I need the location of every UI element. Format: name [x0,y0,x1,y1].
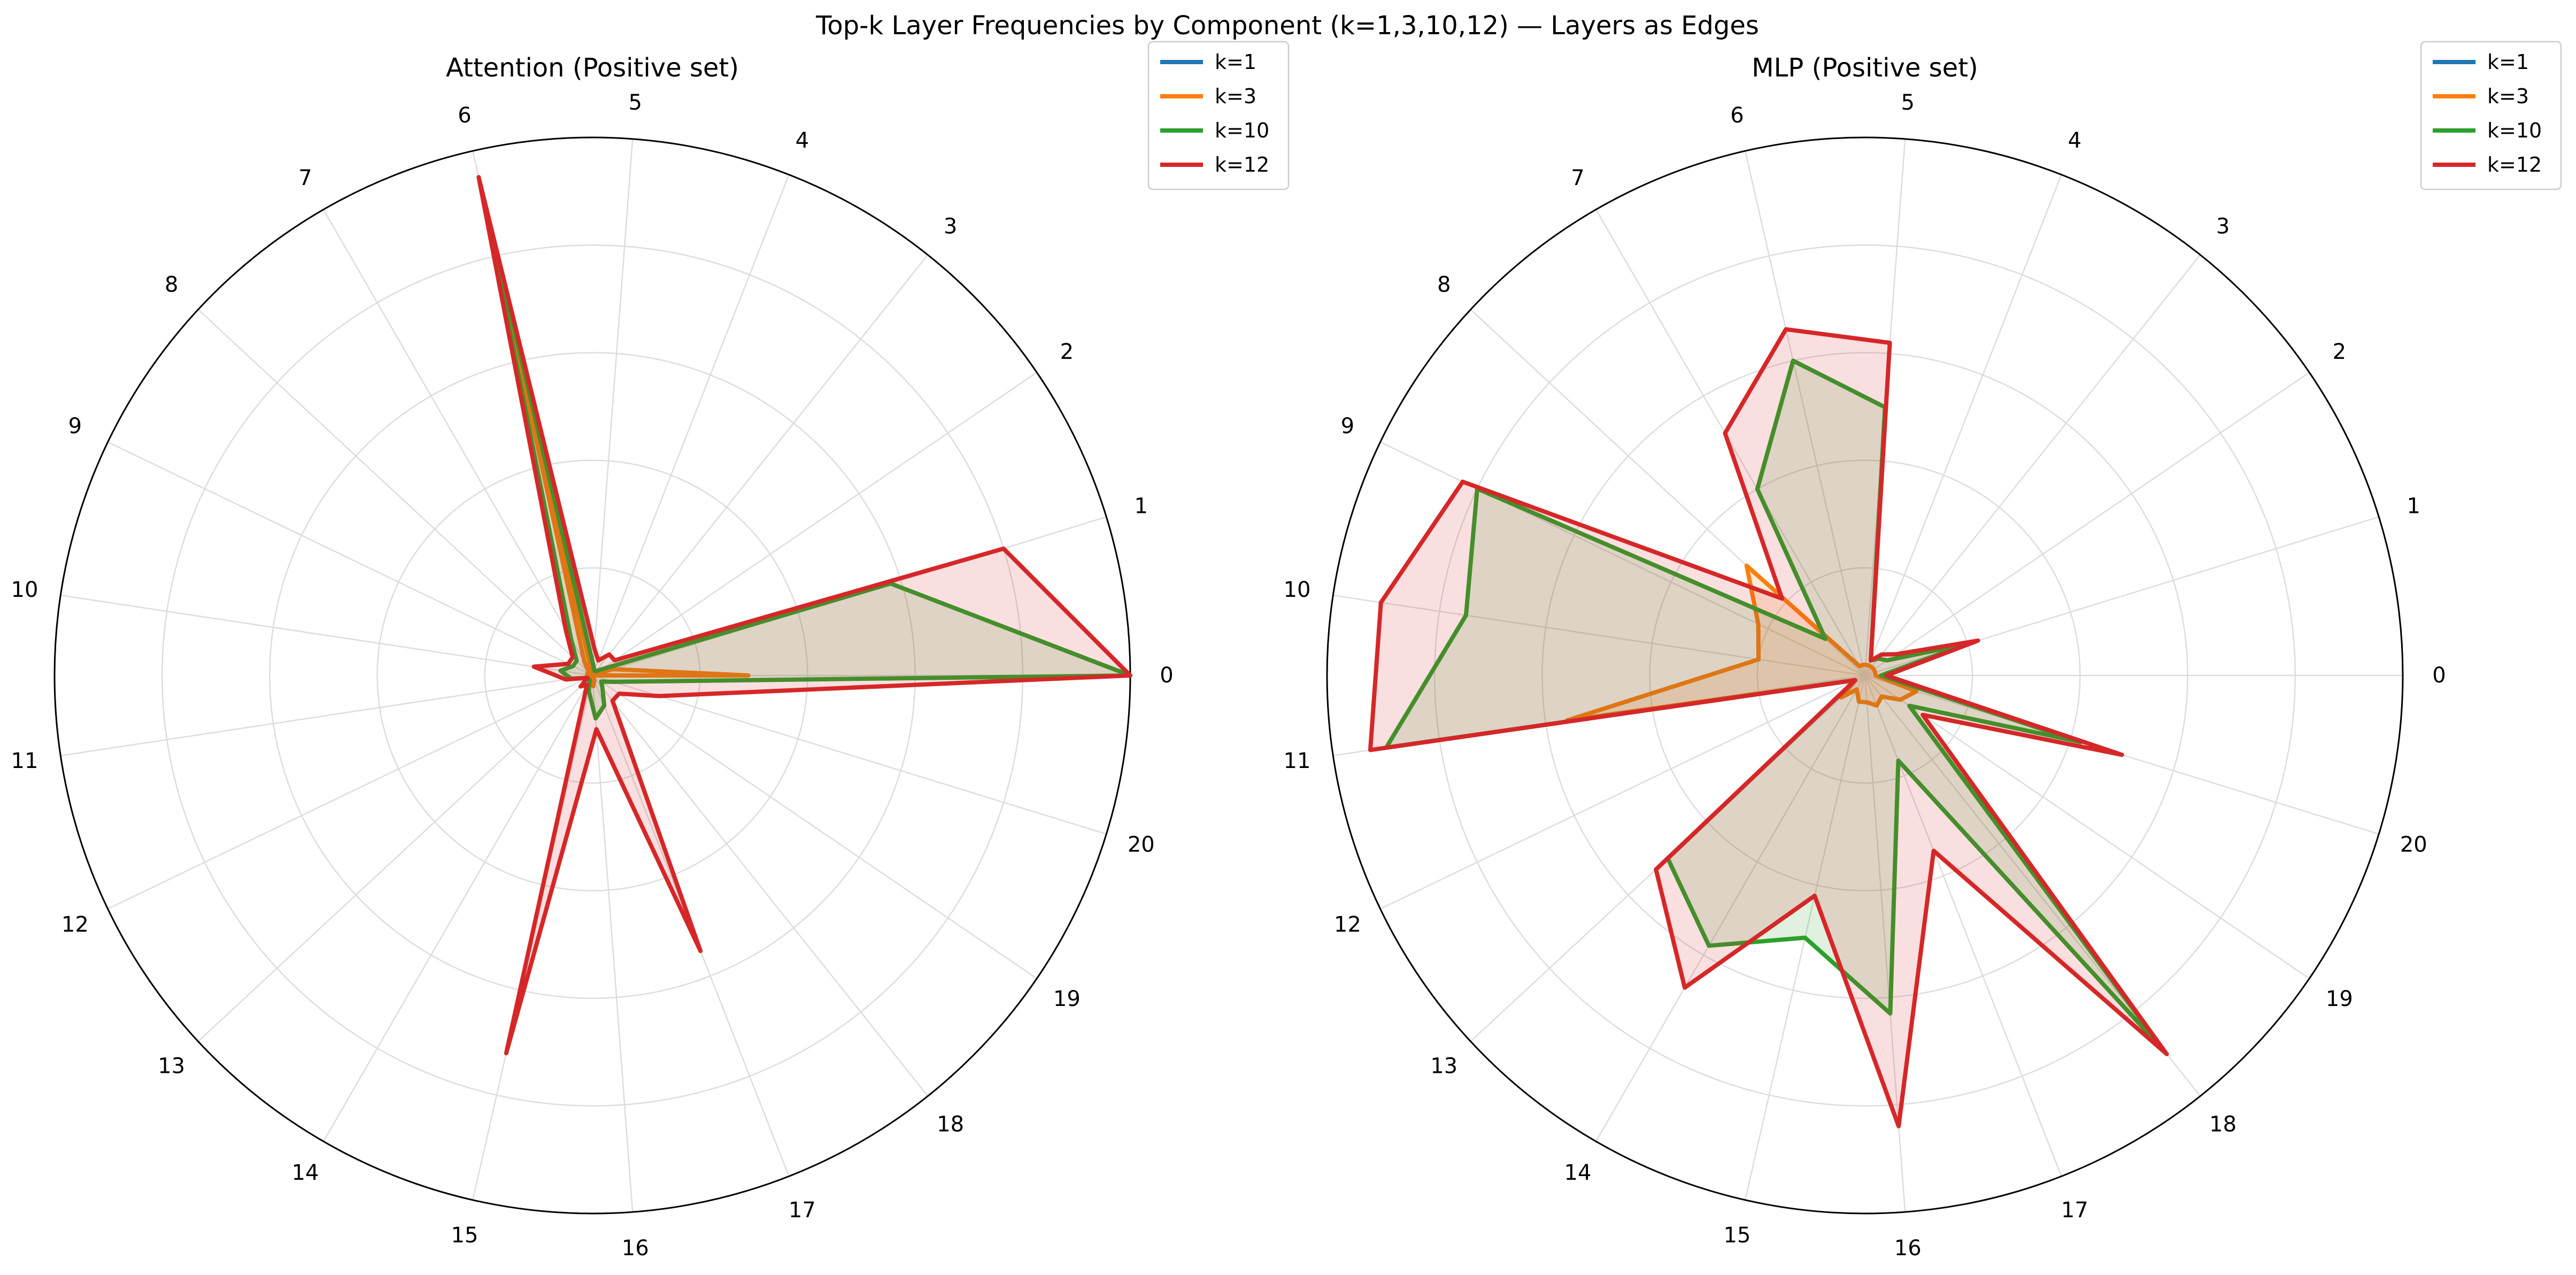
legend-label: k=1 [2487,50,2529,74]
grid-spoke [592,674,1107,835]
grid-spoke [197,309,593,676]
tick-label: 16 [1894,1236,1922,1261]
tick-label: 19 [2326,987,2353,1011]
tick-label: 0 [2432,663,2446,688]
tick-label: 14 [1564,1161,1592,1185]
tick-label: 8 [1437,272,1451,297]
tick-label: 7 [298,166,312,190]
tick-label: 9 [1341,414,1354,439]
tick-label: 5 [1901,90,1915,115]
tick-label: 8 [165,272,178,297]
legend: k=1 k=3 k=10 k=12 [1147,41,1290,190]
tick-label: 6 [1730,103,1744,128]
tick-label: 3 [944,214,957,239]
tick-label: 13 [158,1054,185,1079]
series-polygon [480,190,1132,721]
legend: k=1 k=3 k=10 k=12 [2420,41,2562,190]
tick-label: 4 [2068,128,2081,153]
grid-spoke [592,675,929,1097]
tick-label: 13 [1430,1054,1457,1079]
tick-label: 0 [1160,663,1173,688]
tick-label: 14 [292,1161,319,1185]
series-polygon [1564,563,1919,723]
legend-label: k=12 [2487,153,2542,176]
grid-spoke [1333,594,1865,677]
grid-spoke [592,372,1037,677]
tick-label: 5 [629,90,642,115]
grid-spoke [322,209,593,676]
grid-spoke [322,675,593,1142]
tick-label: 7 [1571,166,1584,190]
tick-label: 2 [1060,340,1074,364]
tick-label: 2 [2333,340,2346,364]
tick-label: 1 [2407,494,2420,518]
grid-spoke [592,254,929,676]
legend-label: k=10 [1215,119,1269,142]
grid-spoke [107,441,593,677]
grid-spoke [591,675,634,1212]
radar-mlp: MLP (Positive set)0123456789101112131415… [1284,41,2562,1261]
grid-spoke [1864,174,2062,676]
tick-label: 6 [458,103,471,128]
legend-label: k=3 [2487,85,2529,108]
tick-label: 11 [11,749,38,773]
grid-spoke [60,594,593,677]
tick-label: 10 [11,578,38,602]
tick-label: 15 [1724,1223,1751,1248]
legend-label: k=10 [2487,119,2542,142]
tick-label: 12 [61,912,89,937]
tick-label: 9 [68,414,82,439]
grid-spoke [60,674,593,757]
grid-spoke [1864,372,2310,677]
axes-title: Attention (Positive set) [446,53,739,83]
grid-spoke [1864,254,2201,676]
grid-spoke [197,675,593,1042]
figure-title: Top-k Layer Frequencies by Component (k=… [815,11,1759,41]
tick-label: 20 [2400,833,2427,857]
tick-label: 4 [796,128,809,153]
tick-label: 17 [789,1198,816,1223]
grid-spoke [1380,674,1865,910]
tick-label: 10 [1284,578,1311,602]
series-polygon [482,201,751,689]
tick-label: 3 [2216,214,2230,239]
tick-label: 19 [1053,987,1081,1011]
grid-spoke [1744,150,1866,676]
radar-attention: Attention (Positive set)0123456789101112… [11,41,1290,1261]
tick-label: 16 [622,1236,649,1261]
grid-spoke [592,674,1037,979]
grid-spoke [1595,675,1866,1142]
legend-box [2420,41,2562,190]
grid-spoke [591,174,790,676]
tick-label: 17 [2061,1198,2088,1223]
tick-label: 1 [1135,494,1148,518]
grid-spoke [107,674,593,910]
series-polygon [476,175,1132,1056]
polar-frame [1326,136,2404,1215]
tick-label: 20 [1128,833,1155,857]
tick-label: 11 [1284,749,1311,773]
series-polygon [1368,327,2169,1128]
tick-label: 15 [451,1223,479,1248]
legend-label: k=12 [1215,153,1269,176]
grid-spoke [1864,674,2310,979]
legend-label: k=3 [1215,85,1256,108]
tick-label: 18 [937,1112,964,1137]
axes-title: MLP (Positive set) [1752,53,1978,83]
grid-spoke [591,139,634,676]
legend-label: k=1 [1215,50,1256,74]
legend-box [1147,41,1290,190]
tick-label: 12 [1334,912,1361,937]
tick-label: 18 [2209,1112,2236,1137]
